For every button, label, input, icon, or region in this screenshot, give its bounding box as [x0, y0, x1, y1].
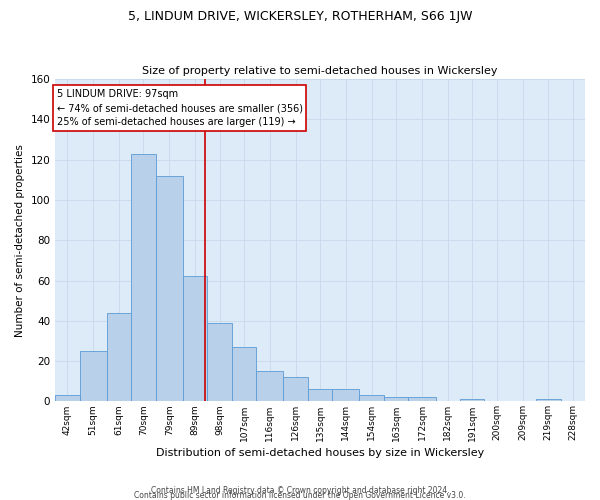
Text: 5 LINDUM DRIVE: 97sqm
← 74% of semi-detached houses are smaller (356)
25% of sem: 5 LINDUM DRIVE: 97sqm ← 74% of semi-deta… — [56, 89, 302, 127]
X-axis label: Distribution of semi-detached houses by size in Wickersley: Distribution of semi-detached houses by … — [156, 448, 484, 458]
Bar — [384, 398, 409, 402]
Bar — [332, 390, 359, 402]
Bar — [155, 176, 183, 402]
Text: Contains HM Land Registry data © Crown copyright and database right 2024.: Contains HM Land Registry data © Crown c… — [151, 486, 449, 495]
Bar — [308, 390, 332, 402]
Bar — [107, 313, 131, 402]
Text: Contains public sector information licensed under the Open Government Licence v3: Contains public sector information licen… — [134, 491, 466, 500]
Bar — [55, 396, 80, 402]
Text: 5, LINDUM DRIVE, WICKERSLEY, ROTHERHAM, S66 1JW: 5, LINDUM DRIVE, WICKERSLEY, ROTHERHAM, … — [128, 10, 472, 23]
Y-axis label: Number of semi-detached properties: Number of semi-detached properties — [15, 144, 25, 336]
Bar — [283, 377, 308, 402]
Bar — [208, 323, 232, 402]
Bar — [232, 347, 256, 402]
Bar — [409, 398, 436, 402]
Title: Size of property relative to semi-detached houses in Wickersley: Size of property relative to semi-detach… — [142, 66, 498, 76]
Bar — [256, 371, 283, 402]
Bar — [536, 400, 560, 402]
Bar — [359, 396, 384, 402]
Bar — [183, 276, 208, 402]
Bar — [131, 154, 155, 402]
Bar — [80, 351, 107, 402]
Bar — [460, 400, 484, 402]
